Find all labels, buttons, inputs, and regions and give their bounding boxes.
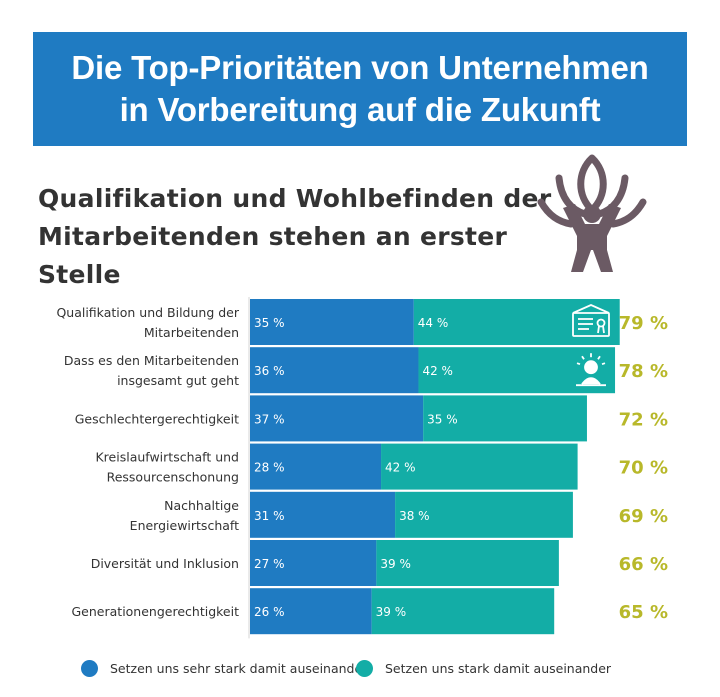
total-label-2: 72 % — [619, 409, 668, 430]
certificate-icon — [572, 304, 610, 337]
category-label-1-1: Dass es den Mitarbeitenden — [64, 353, 239, 368]
person-lotus-icon — [537, 154, 647, 272]
legend-label-strong: Setzen uns sehr stark damit auseinander — [110, 661, 368, 676]
bar-strong-5 — [250, 540, 377, 586]
category-label-0-1: Qualifikation und Bildung der — [56, 305, 239, 320]
legend-swatch-strong — [81, 660, 98, 677]
value-label-strong-1: 36 % — [254, 364, 285, 378]
total-label-4: 69 % — [619, 506, 668, 527]
value-label-strong-5: 27 % — [254, 557, 285, 571]
legend-label-medium: Setzen uns stark damit auseinander — [385, 661, 612, 676]
bar-medium-3 — [381, 443, 578, 490]
title-line-2: in Vorbereitung auf die Zukunft — [119, 91, 601, 128]
legend: Setzen uns sehr stark damit auseinander … — [0, 660, 720, 684]
value-label-strong-2: 37 % — [254, 412, 285, 426]
value-label-medium-3: 42 % — [385, 461, 416, 475]
total-label-0: 79 % — [619, 313, 668, 334]
value-label-medium-1: 42 % — [422, 364, 453, 378]
legend-swatch-medium — [356, 660, 373, 677]
wellbeing-person-icon — [576, 353, 606, 387]
total-label-3: 70 % — [619, 458, 668, 479]
category-label-3-2: Ressourcenschonung — [107, 470, 239, 485]
bar-medium-5 — [376, 540, 559, 586]
value-label-medium-5: 39 % — [380, 557, 411, 571]
bar-medium-2 — [423, 395, 587, 442]
total-label-5: 66 % — [619, 554, 668, 575]
bar-strong-1 — [250, 347, 419, 394]
value-label-medium-4: 38 % — [399, 509, 430, 523]
total-label-1: 78 % — [619, 361, 668, 382]
category-label-1-2: insgesamt gut geht — [117, 373, 239, 388]
legend-item-strong: Setzen uns sehr stark damit auseinander — [81, 660, 367, 677]
category-label-5: Diversität und Inklusion — [91, 556, 239, 571]
title-banner: Die Top-Prioritäten von Unternehmen in V… — [33, 32, 687, 146]
category-label-4-1: Nachhaltige — [164, 498, 239, 513]
value-label-medium-0: 44 % — [418, 316, 449, 330]
legend-item-medium: Setzen uns stark damit auseinander — [356, 660, 611, 677]
title-line-1: Die Top-Prioritäten von Unternehmen — [71, 49, 649, 86]
value-label-strong-4: 31 % — [254, 509, 285, 523]
category-label-0-2: Mitarbeitenden — [144, 325, 239, 340]
value-label-strong-6: 26 % — [254, 605, 285, 619]
subtitle: Qualifikation und Wohlbefinden der Mitar… — [38, 180, 558, 294]
bar-strong-3 — [250, 443, 382, 490]
value-label-medium-2: 35 % — [427, 412, 458, 426]
category-label-6: Generationengerechtigkeit — [72, 604, 240, 619]
total-label-6: 65 % — [619, 602, 668, 623]
category-label-2: Geschlechtergerechtigkeit — [75, 411, 239, 426]
value-label-strong-0: 35 % — [254, 316, 285, 330]
value-label-medium-6: 39 % — [376, 605, 407, 619]
bar-medium-4 — [395, 491, 573, 538]
subtitle-line-1: Qualifikation und Wohlbefinden der — [38, 184, 552, 213]
category-label-4-2: Energiewirtschaft — [130, 518, 239, 533]
value-label-strong-3: 28 % — [254, 461, 285, 475]
bar-strong-6 — [250, 588, 372, 635]
bar-strong-2 — [250, 395, 424, 442]
bar-medium-6 — [371, 588, 555, 635]
category-label-3-1: Kreislaufwirtschaft und — [95, 450, 239, 465]
bar-strong-4 — [250, 491, 396, 538]
bar-strong-0 — [250, 299, 414, 345]
subtitle-line-2: Mitarbeitenden stehen an erster Stelle — [38, 222, 508, 289]
